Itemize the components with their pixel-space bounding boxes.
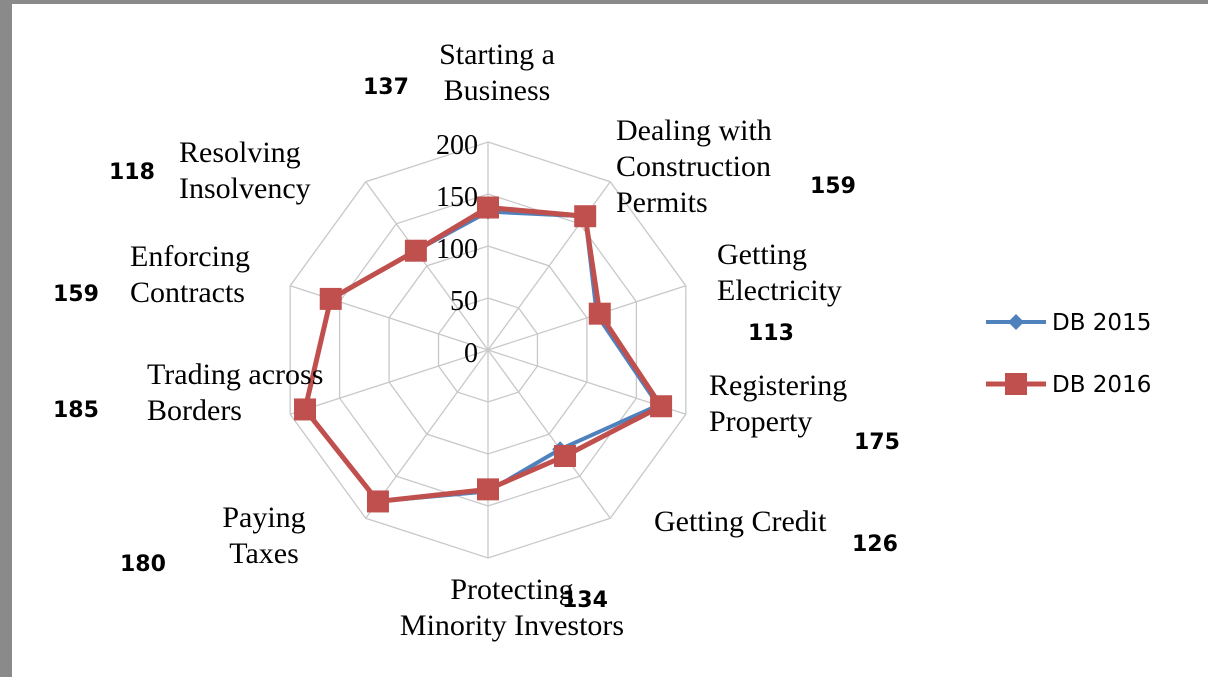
data-point (366, 490, 389, 513)
series-db-2015 (297, 203, 667, 510)
tick-label-150: 150 (436, 182, 478, 213)
series-db-2016 (294, 196, 673, 513)
legend-label: DB 2015 (1052, 310, 1151, 336)
category-label: Resolving Insolvency (179, 136, 311, 205)
legend: DB 2015 DB 2016 (986, 310, 1151, 398)
radar-chart: 0 50 100 150 200 Starting a Business 137 Dealin… (53, 38, 1151, 642)
data-point (650, 395, 673, 418)
value-label: 126 (852, 532, 898, 557)
data-point (574, 205, 597, 228)
data-point (554, 445, 577, 468)
category-label: Paying Taxes (222, 501, 305, 570)
series-line (303, 209, 661, 504)
value-label: 175 (854, 430, 900, 455)
category-label: Getting Electricity (717, 238, 842, 307)
tick-label-100: 100 (436, 234, 478, 265)
data-point (477, 478, 499, 501)
data-point (294, 398, 317, 421)
tick-label-200: 200 (436, 130, 478, 161)
value-label: 180 (120, 552, 166, 577)
value-label: 113 (748, 321, 794, 346)
grid-spoke (289, 349, 489, 415)
grid-spoke (487, 285, 687, 351)
category-label: Enforcing Contracts (130, 240, 250, 309)
category-label: Trading across Borders (147, 358, 323, 427)
value-label: 159 (810, 174, 856, 199)
tick-label-50: 50 (450, 286, 478, 317)
legend-marker (1008, 314, 1024, 330)
value-label: 134 (562, 588, 608, 613)
data-point (588, 302, 611, 325)
data-point (477, 196, 499, 219)
value-label: 118 (109, 160, 155, 185)
series-line (302, 205, 664, 504)
legend-label: DB 2016 (1052, 372, 1151, 398)
grid-spoke (487, 349, 611, 519)
series-layer (294, 196, 673, 513)
data-point (319, 287, 342, 310)
category-label: Getting Credit (654, 505, 827, 538)
legend-item: DB 2015 (986, 310, 1151, 336)
value-label: 185 (53, 398, 99, 423)
category-label: Protecting Minority Investors (400, 573, 624, 642)
legend-marker (1005, 373, 1027, 395)
tick-layer: 0 50 100 150 200 (436, 130, 478, 369)
category-label: Dealing with Construction Permits (616, 114, 772, 219)
label-layer: Starting a Business 137 Dealing with Constru… (53, 38, 900, 642)
grid-spoke (365, 349, 489, 519)
grid-spoke (365, 181, 489, 351)
legend-item: DB 2016 (986, 372, 1151, 398)
data-point (404, 239, 427, 262)
value-label: 137 (363, 75, 409, 100)
tick-label-0: 0 (464, 338, 478, 369)
value-label: 159 (53, 282, 99, 307)
category-label: Registering Property (709, 369, 847, 438)
category-label: Starting a Business (439, 38, 555, 107)
